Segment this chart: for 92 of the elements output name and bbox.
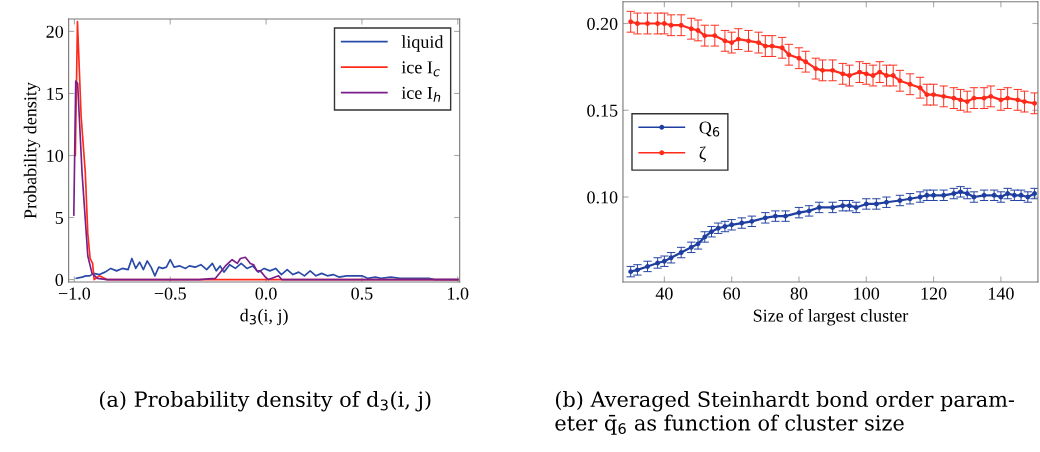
point [840,71,846,77]
point [678,22,684,28]
point [816,205,822,210]
x-tick-label: 1.0 [448,287,469,300]
legend-label: ζ [699,146,706,163]
point [964,191,970,196]
point [907,81,913,87]
y-tick-label: 0.15 [587,104,618,117]
y-tick-label: 10 [47,149,64,162]
point [688,26,694,32]
point [1022,99,1027,105]
x-axis-title: Size of largest cluster [753,308,909,326]
y-axis-title: Probability density [23,82,41,219]
x-tick-label: 40 [655,287,673,300]
point [857,69,862,75]
x-tick-label: 80 [790,287,808,300]
point [678,250,684,255]
x-tick-label: 60 [723,287,740,300]
y-tick-label: 5 [55,211,64,224]
point [1032,191,1037,196]
point [897,78,903,84]
point [820,67,825,73]
y-tick-label: 0 [55,273,64,287]
x-tick-label: 0.5 [351,287,373,300]
x-tick-label: 0.0 [255,287,277,300]
point [941,93,947,99]
point [1015,97,1021,103]
point [702,33,708,39]
y-tick-label: 15 [47,87,64,100]
point [756,40,762,46]
point [722,38,728,44]
point [847,73,852,78]
x-axis-title: d$_{3}$(i, j) [240,308,288,326]
point [655,21,661,26]
point [884,73,889,78]
point [769,43,775,49]
point [988,93,994,99]
point [917,85,923,91]
x-tick-label: 120 [921,287,947,300]
point [668,22,674,28]
point [746,38,751,44]
point [1005,191,1011,196]
point [964,99,970,105]
point [813,66,819,72]
point [762,43,768,49]
point [951,191,957,196]
point [890,73,896,78]
point [998,97,1004,103]
point [735,36,741,42]
point [853,205,859,210]
point [688,244,694,250]
point [628,19,634,25]
point [951,95,957,101]
point [958,97,963,103]
point [712,33,718,39]
point [931,92,937,98]
point [863,71,869,77]
point [870,73,876,78]
legend-label: ice I$_{c}$ [401,61,440,77]
legend-label: ice I$_{h}$ [401,86,441,102]
x-tick-label: −0.5 [154,287,186,300]
point [635,21,640,26]
point [803,59,809,65]
point [1032,100,1037,106]
point [722,224,728,229]
point [897,198,903,203]
point [661,21,667,26]
text: (a) Probability density of d$_{3}$(i, j) [99,390,431,412]
text: (b) Averaged Steinhardt bond order param- eter q̄$_{6}$ as function of cluster size [555,390,1015,435]
x-tick-label: 100 [854,287,880,300]
point [645,263,650,269]
point [729,40,735,46]
legend-label: Q$_{6}$ [699,121,720,137]
y-tick-label: 0.20 [587,17,618,31]
point [796,55,802,61]
point [695,28,701,33]
point [971,95,977,101]
point [779,45,785,51]
point [1005,95,1011,101]
x-tick-label: 140 [988,287,1014,300]
point [786,52,792,58]
point [645,21,650,26]
point [830,67,836,73]
legend-label: liquid [401,35,444,52]
point [924,92,930,98]
line-series [72,80,459,281]
x-tick-label: −1.0 [58,287,91,300]
point [877,69,883,75]
y-tick-label: 0.10 [587,191,618,204]
point [981,95,987,101]
y-tick-label: 20 [46,25,64,38]
point [830,205,836,210]
